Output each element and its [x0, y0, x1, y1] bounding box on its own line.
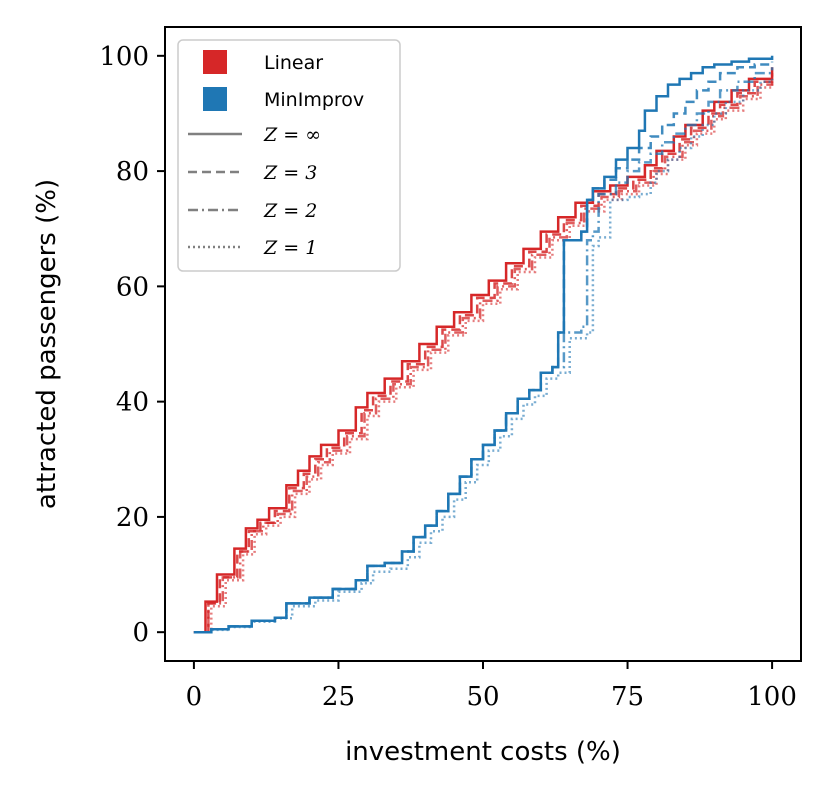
y-tick-label: 0 [132, 618, 149, 648]
y-tick-label: 60 [116, 272, 149, 302]
y-tick-label: 100 [99, 42, 149, 72]
legend-swatch-linear [203, 50, 227, 74]
series-line-7 [193, 78, 774, 634]
series-line-3 [193, 78, 774, 634]
y-axis-label: attracted passengers (%) [32, 179, 62, 509]
legend-box [177, 39, 401, 272]
legend-label-z-2: Z = 2 [263, 200, 317, 222]
legend-label-minimprov: MinImprov [264, 89, 364, 111]
y-tick-label: 40 [116, 388, 149, 418]
legend-label-z-inf: Z = ∞ [263, 124, 321, 146]
y-tick-label: 80 [116, 157, 149, 187]
legend-swatch-minimprov [203, 87, 227, 111]
x-tick-label: 0 [186, 682, 203, 712]
legend-label-z-1: Z = 1 [263, 237, 317, 259]
x-tick-label: 75 [611, 682, 644, 712]
series-layer [193, 55, 774, 634]
series-line-2 [193, 76, 774, 634]
legend: Linear MinImprov Z = ∞ Z = 3 Z = 2 Z = 1 [177, 39, 401, 272]
x-tick-label: 50 [466, 682, 499, 712]
x-tick-label: 100 [747, 682, 797, 712]
series-line-6 [193, 67, 774, 634]
series-line-1 [193, 73, 774, 634]
y-tick-label: 20 [116, 503, 149, 533]
x-tick-label: 25 [322, 682, 355, 712]
x-axis-label: investment costs (%) [345, 737, 621, 767]
ticks-layer: 0 25 50 75 100 0 20 40 60 80 100 [99, 42, 797, 712]
legend-label-linear: Linear [264, 52, 323, 74]
legend-label-z-3: Z = 3 [263, 162, 317, 184]
